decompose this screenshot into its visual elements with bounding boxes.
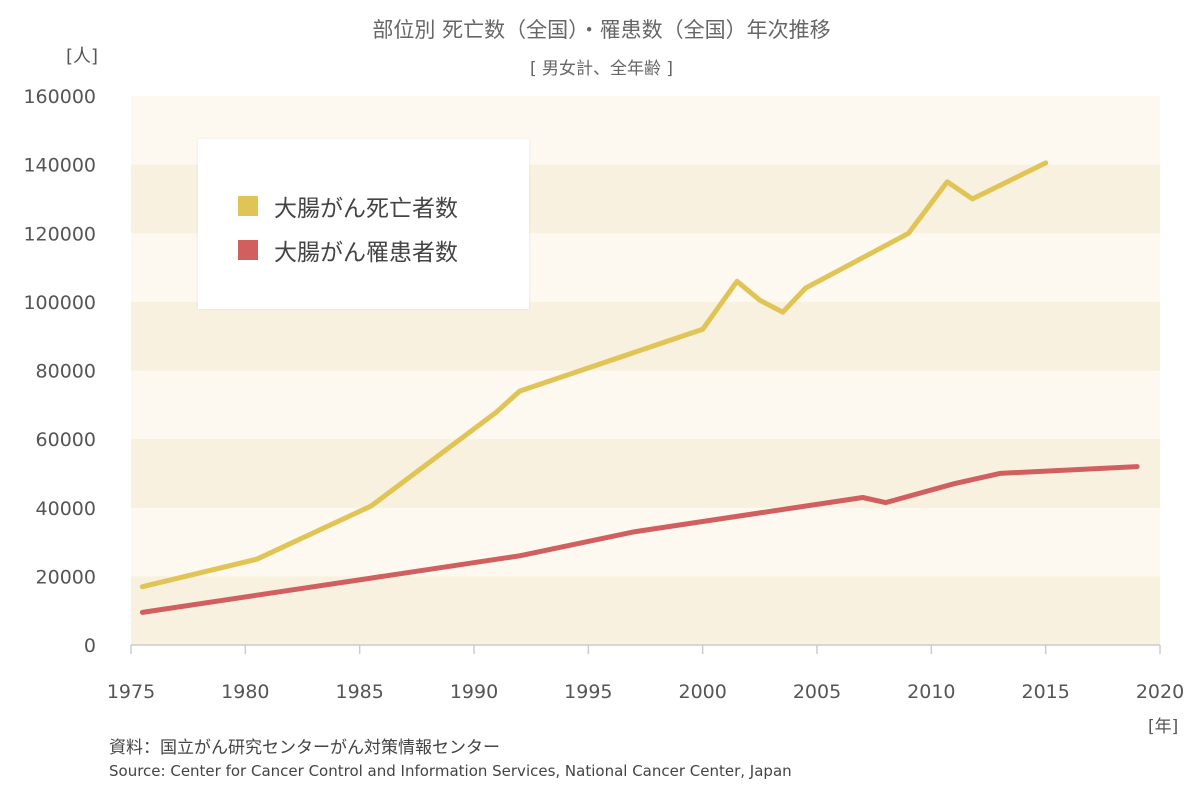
x-tick-label: 2015: [1021, 681, 1069, 703]
source-english: Source: Center for Cancer Control and In…: [109, 762, 792, 780]
chart-subtitle: [ 男女計、全年齢 ]: [529, 59, 674, 79]
y-tick-label: 60000: [36, 429, 96, 451]
x-tick-label: 2010: [907, 681, 955, 703]
axes: [130, 644, 1161, 654]
y-tick-label: 20000: [36, 566, 96, 588]
legend-swatch-red: [238, 240, 258, 260]
legend-item-incidence: 大腸がん罹患者数: [238, 233, 458, 267]
legend-label: 大腸がん罹患者数: [274, 240, 458, 266]
y-tick-label: 140000: [23, 155, 96, 177]
x-tick-label: 1990: [450, 681, 498, 703]
series-line-1: [139, 464, 1140, 615]
legend-label: 大腸がん死亡者数: [274, 196, 458, 222]
legend-item-deaths: 大腸がん死亡者数: [238, 189, 458, 223]
y-tick-label: 120000: [23, 223, 96, 245]
grid-band: [131, 576, 1160, 645]
y-tick-label: 0: [84, 635, 96, 657]
legend-swatch-yellow: [238, 196, 258, 216]
grid-band: [131, 301, 1160, 371]
x-tick-labels: 1975 1980 1985 1990 1995 2000 2005 2010 2015 2020: [107, 681, 1184, 703]
x-tick-label: 2000: [678, 681, 726, 703]
x-tick-label: 2005: [793, 681, 841, 703]
y-axis-unit: [人]: [66, 46, 99, 67]
series-line-0: [139, 160, 1049, 590]
x-axis-unit: [年]: [1148, 717, 1179, 737]
y-tick-label: 40000: [36, 498, 96, 520]
series-lines: [139, 160, 1140, 615]
y-tick-label: 100000: [23, 292, 96, 314]
y-tick-label: 80000: [36, 361, 96, 383]
legend: 大腸がん死亡者数 大腸がん罹患者数: [198, 139, 529, 309]
source-japanese: 資料：国立がん研究センターがん対策情報センター: [109, 738, 500, 758]
x-tick-label: 1985: [335, 681, 383, 703]
x-tick-label: 2020: [1136, 681, 1184, 703]
y-tick-labels: 0 20000 40000 60000 80000 100000 120000 140000 1…: [23, 86, 96, 657]
x-tick-label: 1975: [107, 681, 155, 703]
x-tick-label: 1980: [221, 681, 269, 703]
y-tick-label: 160000: [23, 86, 96, 108]
chart-title: 部位別 死亡数（全国）・罹患数（全国）年次推移: [372, 18, 831, 42]
x-tick-label: 1995: [564, 681, 612, 703]
